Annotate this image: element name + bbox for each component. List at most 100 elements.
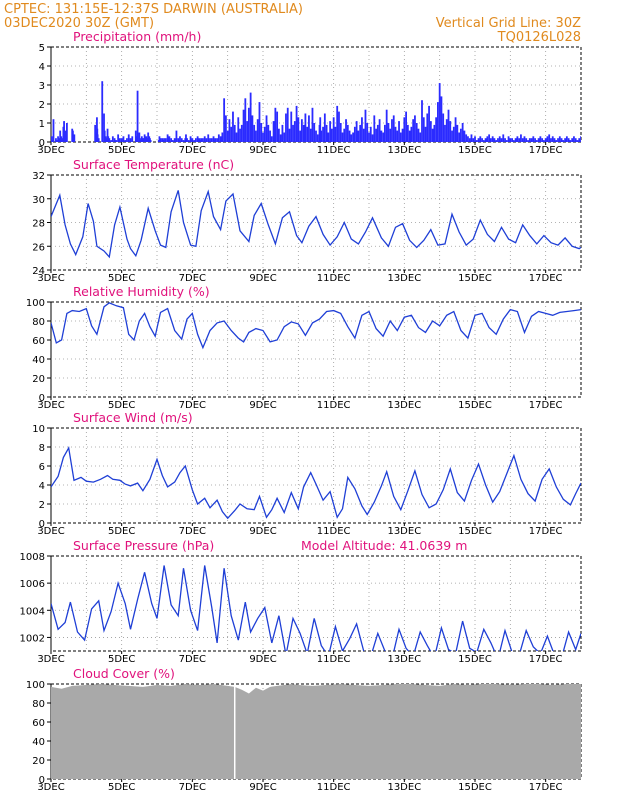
rh-x-tick-label: 3DEC: [37, 400, 64, 411]
precip-bar: [143, 134, 146, 142]
precip-bar: [120, 138, 123, 142]
precip-bar: [170, 138, 173, 142]
precip-bar: [146, 138, 149, 142]
precip-bar: [403, 117, 406, 142]
precip-bar: [497, 138, 499, 142]
precip-bar: [290, 111, 293, 142]
precip-bar: [502, 134, 505, 142]
cloud-x-tick-label: 15DEC: [458, 782, 492, 793]
precip-bar: [571, 138, 574, 142]
precip-bar: [504, 138, 506, 142]
precip-bar: [166, 134, 169, 142]
wind-x-tick-label: 7DEC: [179, 526, 206, 537]
precip-bar: [249, 92, 252, 142]
precip-bar: [247, 107, 250, 142]
precip-bar: [213, 140, 216, 142]
precip-bar: [203, 136, 206, 142]
precip-bar: [444, 124, 446, 142]
precip-bar: [196, 136, 199, 142]
temp-series-line: [51, 189, 581, 259]
precip-x-tick-label: 7DEC: [179, 145, 206, 156]
precip-bar: [557, 138, 559, 142]
precip-bar: [105, 138, 108, 142]
precip-bar: [361, 117, 363, 142]
precip-bar: [421, 100, 423, 142]
precip-bar: [180, 138, 183, 142]
wind-panel: 0 2 4 6 8 10 3DEC 5DEC 7DEC 9DEC 11DEC 13DEC 15DEC 17…: [32, 410, 582, 537]
pressure-annotation: Model Altitude: 41.0639 m: [301, 538, 467, 553]
precip-x-tick-label: 5DEC: [108, 145, 135, 156]
rh-frame: [50, 301, 582, 398]
precip-bar: [509, 138, 512, 142]
precip-bar: [255, 130, 257, 142]
pressure-title: Surface Pressure (hPa): [73, 538, 214, 553]
precip-bar: [274, 107, 277, 142]
precip-bar: [558, 136, 561, 142]
precip-bar: [61, 140, 64, 142]
precip-bar: [272, 121, 275, 142]
precip-bar: [391, 119, 393, 142]
precip-bar: [352, 132, 354, 142]
precip-bar: [129, 138, 132, 142]
rh-y-tick-label: 0: [39, 393, 45, 404]
pressure-y-tick-label: 1004: [20, 606, 45, 617]
precip-bar: [187, 140, 190, 142]
precip-bar: [353, 126, 356, 142]
precip-bar: [57, 136, 59, 142]
rh-y-tick-label: 80: [32, 317, 45, 328]
precip-bar: [396, 130, 399, 142]
precip-bar: [97, 138, 100, 142]
precip-bar: [106, 128, 109, 142]
precip-bar: [422, 117, 425, 142]
precip-bar: [66, 123, 68, 142]
precip-bar: [138, 132, 141, 142]
precip-bar: [126, 138, 128, 142]
temp-x-tick-label: 7DEC: [179, 273, 206, 284]
precip-bar: [173, 138, 176, 142]
precip-bar: [117, 134, 120, 142]
precip-bar: [338, 111, 340, 142]
precip-bar: [331, 128, 333, 142]
precip-bar: [343, 128, 346, 142]
cloud-y-tick-label: 60: [32, 718, 45, 729]
precip-bar: [313, 123, 316, 142]
precip-bar: [534, 138, 536, 142]
precip-bar: [159, 138, 162, 142]
precip-bar: [394, 126, 397, 142]
rh-marks: [51, 302, 581, 350]
precip-bar: [414, 115, 416, 142]
precip-bar: [235, 132, 238, 142]
rh-x-tick-label: 15DEC: [458, 400, 492, 411]
precip-bar: [94, 132, 97, 142]
temp-panel: 24 26 28 30 32 3DEC 5DEC 7DEC 9DEC 11DEC 13DEC 15DE…: [32, 157, 582, 284]
precip-bar: [168, 136, 171, 142]
precip-bar: [459, 128, 462, 142]
pressure-x-tick-label: 17DEC: [529, 654, 563, 665]
precip-bar: [122, 136, 125, 142]
precip-bar: [345, 119, 347, 142]
precip-bar: [164, 138, 167, 142]
precip-bar: [445, 119, 448, 142]
precip-bar: [520, 134, 522, 142]
precip-bar: [258, 102, 261, 142]
precip-y-tick-label: 2: [39, 100, 45, 111]
precip-bar: [285, 113, 287, 142]
precip-bar: [452, 126, 455, 142]
precip-bar: [573, 136, 575, 142]
precip-y-tick-label: 5: [39, 43, 45, 54]
precip-bar: [306, 126, 309, 142]
precip-bar: [323, 113, 326, 142]
cloud-y-tick-label: 80: [32, 699, 45, 710]
precip-title: Precipitation (mm/h): [73, 29, 201, 44]
temp-x-tick-label: 3DEC: [37, 273, 64, 284]
precip-bar: [401, 128, 404, 142]
precip-bar: [299, 130, 301, 142]
precip-bar: [242, 109, 245, 142]
precip-bar: [461, 123, 464, 142]
precip-bar: [507, 136, 510, 142]
precip-y-tick-label: 0: [39, 138, 45, 149]
pressure-marks: [51, 565, 581, 651]
precip-bar: [302, 124, 305, 142]
precip-panel: 0 1 2 3 4 5 3DEC 5DEC 7DEC 9DEC 11DEC 13DEC 15DEC 17D…: [37, 29, 582, 156]
